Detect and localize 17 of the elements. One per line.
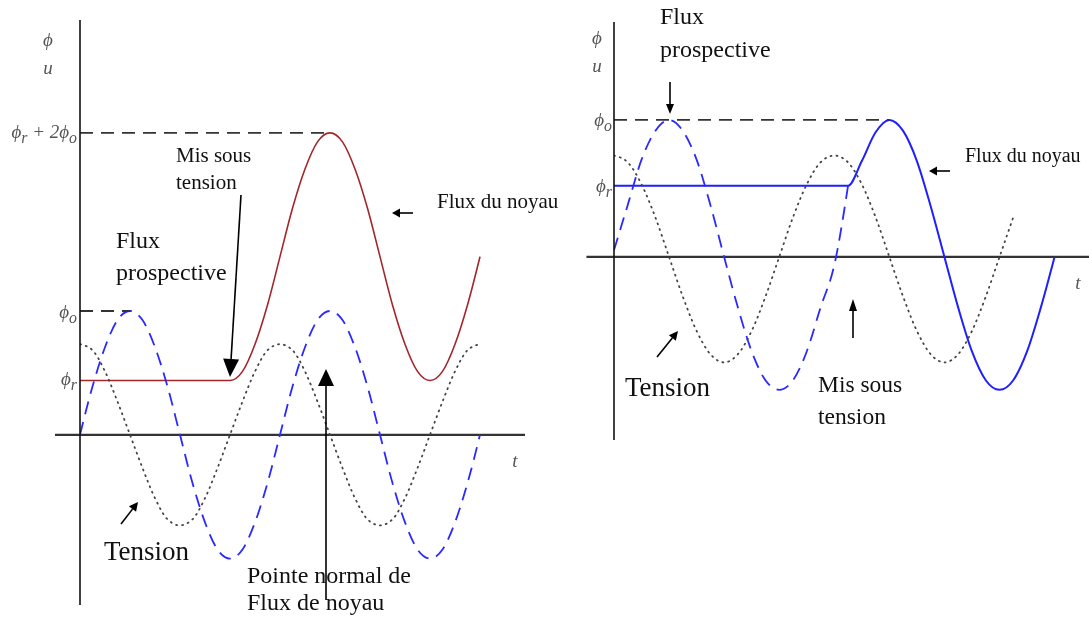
series-label: Flux prospective [116,226,228,287]
annotation: ϕ$_{r}$ [595,175,612,200]
x-axis-title: t [1074,272,1082,295]
annotation: ϕ$_{o}$ [58,300,77,328]
series-label: Tension [625,371,712,404]
annotation: Mis sous tension [818,370,904,431]
series-label: Tension [104,535,191,568]
y-axis-title: ϕ u [42,29,54,78]
annotation: Mis sous tension [176,142,253,197]
text: Flux du noyau [437,189,560,215]
annotation: ϕ$_{r}$ + 2ϕ$_{o}$ [10,120,77,148]
annotation: ϕ$_{r}$ [60,367,77,395]
text: Flux du noyau [965,143,1082,167]
y-axis-title: ϕ u [591,27,603,76]
text: Flux prospective [660,2,772,65]
x-axis-title: t [511,450,519,473]
annotation: ϕ$_{o}$ [593,108,612,136]
